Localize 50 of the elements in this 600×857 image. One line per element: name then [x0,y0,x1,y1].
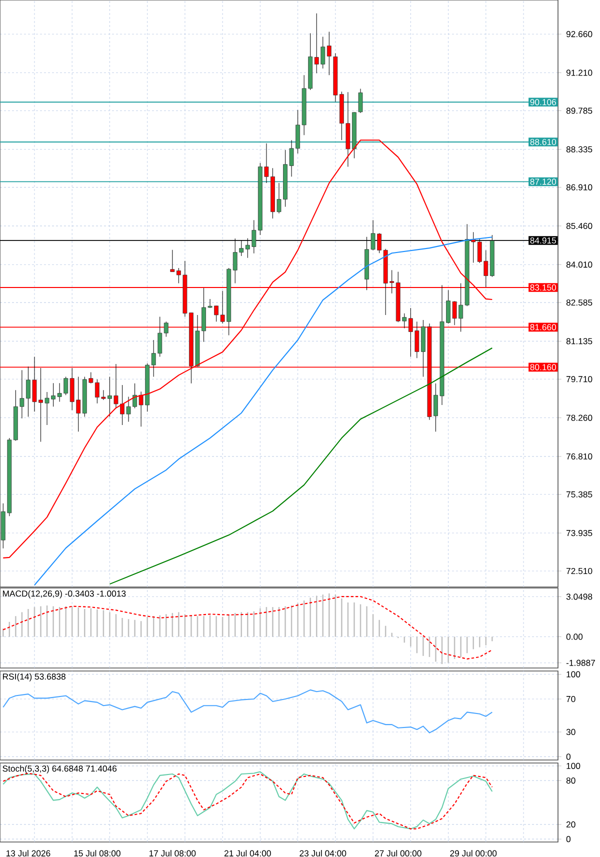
y-tick-label: 82.585 [566,299,592,306]
y-tick-label: 85.460 [566,222,592,230]
line-series [2,689,493,734]
y-tick-label: 81.135 [566,338,592,344]
y-tick-label: 72.510 [566,568,592,574]
line-series [34,236,493,586]
ref-line-label: 81.660 [530,324,556,330]
ref-line-label: 80.160 [530,364,556,370]
chart-title: MACD(12,26,9) -0.3403 -1.0013 [2,590,126,598]
y-tick-label: 76.810 [566,453,592,460]
y-tick-label: -1.9887 [566,660,595,666]
y-tick-label: 3.0498 [566,594,592,600]
y-tick-label: 100 [566,671,580,678]
y-tick-label: 78.260 [566,414,592,421]
y-tick-label: 73.935 [566,530,592,536]
y-tick-label: 88.335 [566,146,592,152]
ref-line-label: 83.150 [530,284,556,291]
candlestick [358,88,363,114]
y-tick-label: 0.00 [566,634,583,640]
x-tick-label: 27 Jul 00:00 [374,850,422,856]
y-tick-label: 79.710 [566,376,592,382]
candlestick [164,321,168,338]
y-tick-label: 84.010 [566,262,592,268]
ref-line-label: 87.120 [530,178,556,185]
candlestick [326,31,332,76]
y-tick-label: 86.910 [566,184,592,190]
y-tick-label: 89.785 [566,108,592,114]
x-tick-label: 15 Jul 08:00 [74,850,120,856]
y-tick-label: 75.385 [566,491,592,498]
x-tick-label: 17 Jul 08:00 [149,850,196,856]
y-tick-label: 92.660 [566,31,592,38]
ref-line-label: 90.106 [530,99,556,106]
x-tick-label: 13 Jul 2026 [6,850,50,856]
chart-title: RSI(14) 53.6838 [2,673,66,682]
chart-title: Stoch(5,3,3) 64.6848 71.4046 [2,765,117,774]
y-tick-label: 100 [566,762,580,769]
ref-line-label: 88.610 [530,138,556,146]
y-tick-label: 0 [566,754,571,760]
ref-line-label: 84.915 [530,237,556,244]
x-tick-label: 23 Jul 04:00 [300,850,346,856]
y-tick-label: 70 [566,696,576,702]
x-tick-label: 29 Jul 00:00 [450,850,497,856]
y-tick-label: 20 [566,821,576,828]
y-tick-label: 30 [566,728,576,736]
x-tick-label: 21 Jul 04:00 [224,850,271,856]
y-tick-label: 0 [566,836,571,842]
y-tick-label: 91.210 [566,70,592,76]
line-series [109,347,493,585]
candlestick [170,250,175,272]
y-tick-label: 80 [566,777,576,784]
